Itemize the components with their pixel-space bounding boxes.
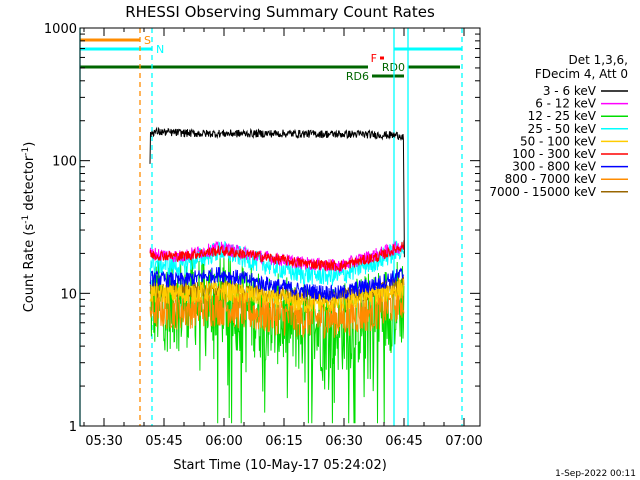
x-tick-label: 06:30 (325, 434, 362, 449)
flag-bar-label: S (144, 34, 151, 47)
legend-label: 25 - 50 keV (528, 122, 597, 136)
plot-frame (79, 27, 481, 427)
y-tick-label: 100 (52, 155, 77, 170)
legend-label: 7000 - 15000 keV (489, 185, 596, 199)
legend-label: 100 - 300 keV (512, 147, 596, 161)
chart-title: RHESSI Observing Summary Count Rates (125, 3, 435, 21)
x-tick-label: 05:30 (85, 434, 122, 449)
legend-label: 300 - 800 keV (512, 160, 596, 174)
legend-label: 6 - 12 keV (535, 97, 597, 111)
y-label-exponent: -1 (21, 215, 31, 224)
x-tick-label: 06:00 (205, 434, 242, 449)
x-axis-ticks: 05:30 05:45 06:00 06:15 06:30 06:45 07:00 (83, 28, 483, 449)
series-line (149, 282, 405, 340)
date-stamp: 1-Sep-2022 00:11 (555, 469, 636, 479)
series-line (149, 267, 405, 302)
y-label-part: ) (22, 142, 37, 147)
y-tick-label: 1 (69, 420, 77, 435)
series-line (149, 240, 405, 272)
x-tick-label: 05:45 (145, 434, 182, 449)
legend-label: 50 - 100 keV (520, 134, 597, 148)
legend-header-line: FDecim 4, Att 0 (535, 67, 628, 81)
legend-label: 800 - 7000 keV (505, 172, 597, 186)
x-tick-label: 06:45 (385, 434, 422, 449)
series-line (149, 126, 405, 258)
y-label-part: detector (22, 155, 37, 215)
data-series (149, 126, 405, 424)
y-axis-label: Count Rate (s-1 detector-1) (21, 142, 37, 313)
flag-bar-label: RD6 (346, 70, 369, 83)
legend-header-line: Det 1,3,6, (569, 53, 629, 67)
x-tick-label: 06:15 (265, 434, 302, 449)
y-label-exponent: -1 (21, 147, 31, 156)
flag-bar-label: F (371, 52, 377, 65)
legend-label: 3 - 6 keV (543, 84, 597, 98)
x-axis-label: Start Time (10-May-17 05:24:02) (173, 458, 387, 473)
y-label-part: Count Rate (s (22, 224, 37, 313)
y-axis-ticks: 1 10 100 1000 (44, 22, 480, 435)
legend-label: 12 - 25 keV (528, 109, 597, 123)
y-tick-label: 10 (60, 287, 77, 302)
y-tick-label: 1000 (44, 22, 77, 37)
flag-bar-label: N (156, 43, 164, 56)
x-tick-label: 07:00 (445, 434, 482, 449)
